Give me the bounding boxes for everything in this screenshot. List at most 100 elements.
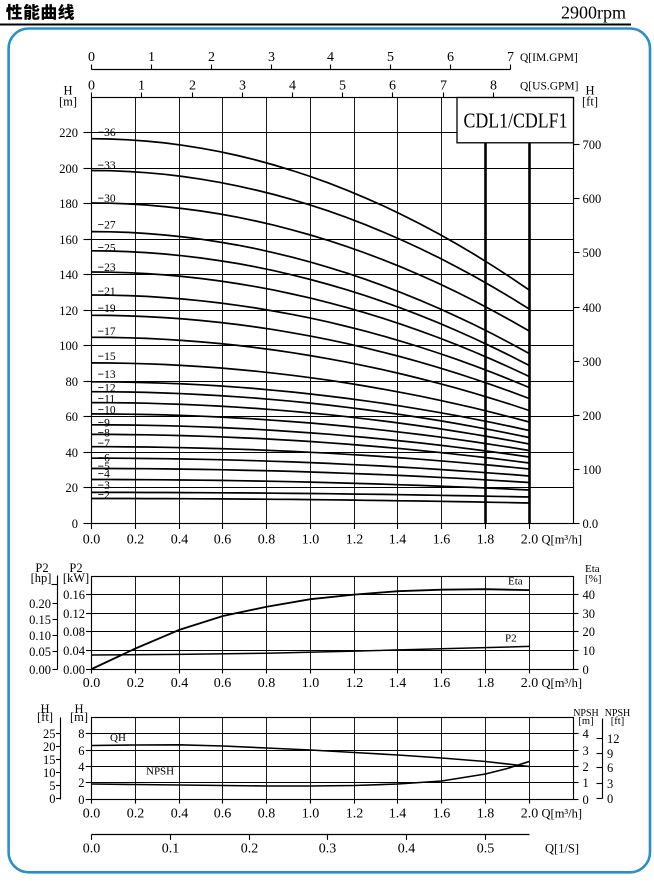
svg-text:5: 5 bbox=[339, 79, 346, 94]
svg-text:0.3: 0.3 bbox=[319, 842, 337, 857]
svg-text:0.1: 0.1 bbox=[162, 842, 180, 857]
svg-text:1.2: 1.2 bbox=[346, 807, 364, 822]
svg-text:100: 100 bbox=[59, 339, 78, 353]
svg-text:0.8: 0.8 bbox=[258, 807, 276, 822]
svg-text:120: 120 bbox=[59, 304, 78, 318]
svg-text:−5: −5 bbox=[98, 461, 111, 473]
svg-text:2: 2 bbox=[78, 776, 84, 790]
svg-text:160: 160 bbox=[59, 233, 78, 247]
svg-text:0.2: 0.2 bbox=[127, 807, 145, 822]
svg-text:NPSH: NPSH bbox=[605, 708, 631, 719]
svg-text:−36: −36 bbox=[98, 127, 116, 139]
svg-text:7: 7 bbox=[507, 50, 514, 65]
svg-text:P2: P2 bbox=[505, 633, 517, 645]
svg-text:2.0: 2.0 bbox=[521, 676, 539, 691]
svg-text:1.0: 1.0 bbox=[302, 807, 320, 822]
svg-text:0.15: 0.15 bbox=[29, 613, 51, 627]
svg-text:[ft]: [ft] bbox=[582, 95, 598, 109]
svg-text:6: 6 bbox=[447, 50, 454, 65]
svg-text:0.4: 0.4 bbox=[171, 676, 189, 691]
svg-text:10: 10 bbox=[43, 766, 56, 780]
svg-text:4: 4 bbox=[327, 50, 334, 65]
svg-text:0.16: 0.16 bbox=[63, 588, 85, 602]
svg-text:[kW]: [kW] bbox=[63, 571, 89, 585]
svg-text:0.10: 0.10 bbox=[29, 629, 51, 643]
svg-text:0.4: 0.4 bbox=[171, 533, 189, 548]
svg-text:2: 2 bbox=[208, 50, 215, 65]
svg-text:4: 4 bbox=[78, 760, 85, 774]
svg-text:700: 700 bbox=[583, 138, 602, 152]
svg-text:10: 10 bbox=[583, 644, 596, 658]
svg-text:4: 4 bbox=[289, 79, 296, 94]
svg-text:−21: −21 bbox=[98, 286, 116, 298]
svg-text:H: H bbox=[63, 84, 72, 98]
svg-text:1.4: 1.4 bbox=[389, 807, 407, 822]
svg-text:−30: −30 bbox=[98, 193, 116, 205]
svg-text:0.0: 0.0 bbox=[83, 533, 101, 548]
svg-text:200: 200 bbox=[583, 409, 602, 423]
svg-text:−33: −33 bbox=[98, 160, 116, 172]
svg-text:1.8: 1.8 bbox=[477, 807, 495, 822]
svg-text:1: 1 bbox=[148, 50, 155, 65]
svg-text:−6: −6 bbox=[98, 453, 111, 465]
svg-text:0.8: 0.8 bbox=[258, 533, 276, 548]
svg-text:P2: P2 bbox=[69, 561, 82, 575]
svg-text:1.0: 1.0 bbox=[302, 676, 320, 691]
svg-text:30: 30 bbox=[583, 607, 596, 621]
svg-text:1.2: 1.2 bbox=[346, 533, 364, 548]
svg-text:[ft]: [ft] bbox=[37, 710, 53, 724]
svg-text:0.00: 0.00 bbox=[63, 663, 85, 677]
svg-text:0.08: 0.08 bbox=[63, 625, 85, 639]
svg-text:0: 0 bbox=[88, 79, 95, 94]
svg-text:0: 0 bbox=[49, 792, 55, 806]
svg-text:6: 6 bbox=[607, 761, 613, 775]
svg-text:1.8: 1.8 bbox=[477, 533, 495, 548]
svg-text:1.4: 1.4 bbox=[389, 533, 407, 548]
svg-text:Eta: Eta bbox=[585, 563, 600, 575]
svg-text:1.6: 1.6 bbox=[433, 676, 451, 691]
svg-text:0.6: 0.6 bbox=[214, 807, 232, 822]
svg-text:Eta: Eta bbox=[508, 576, 523, 588]
svg-text:−4: −4 bbox=[98, 469, 111, 481]
svg-text:CDL1/CDLF1: CDL1/CDLF1 bbox=[464, 109, 568, 133]
svg-text:[%]: [%] bbox=[585, 573, 602, 585]
svg-text:0.5: 0.5 bbox=[477, 842, 495, 857]
svg-text:[m]: [m] bbox=[70, 710, 88, 724]
svg-text:12: 12 bbox=[607, 732, 620, 746]
svg-text:6: 6 bbox=[78, 744, 84, 758]
svg-text:−8: −8 bbox=[98, 428, 111, 440]
svg-text:1: 1 bbox=[138, 79, 145, 94]
svg-text:8: 8 bbox=[490, 79, 497, 94]
svg-text:0.0: 0.0 bbox=[583, 517, 599, 531]
svg-text:0: 0 bbox=[78, 793, 84, 807]
svg-text:1.6: 1.6 bbox=[433, 807, 451, 822]
svg-text:0.4: 0.4 bbox=[171, 807, 189, 822]
svg-text:180: 180 bbox=[59, 197, 78, 211]
svg-text:200: 200 bbox=[59, 162, 78, 176]
svg-text:−9: −9 bbox=[98, 418, 111, 430]
svg-text:0.12: 0.12 bbox=[63, 607, 85, 621]
svg-text:300: 300 bbox=[583, 355, 602, 369]
svg-text:Q[1/S]: Q[1/S] bbox=[545, 842, 579, 856]
svg-text:Q[m³/h]: Q[m³/h] bbox=[542, 533, 583, 547]
svg-text:3: 3 bbox=[239, 79, 246, 94]
svg-text:500: 500 bbox=[583, 246, 602, 260]
svg-text:Q[m³/h]: Q[m³/h] bbox=[542, 807, 583, 821]
svg-text:400: 400 bbox=[583, 301, 602, 315]
svg-text:220: 220 bbox=[59, 126, 78, 140]
svg-text:0.6: 0.6 bbox=[214, 676, 232, 691]
svg-text:100: 100 bbox=[583, 463, 602, 477]
svg-text:1.0: 1.0 bbox=[302, 533, 320, 548]
svg-text:−10: −10 bbox=[98, 405, 116, 417]
svg-text:[m]: [m] bbox=[578, 716, 593, 727]
svg-text:2900rpm: 2900rpm bbox=[561, 3, 626, 23]
svg-text:0.2: 0.2 bbox=[241, 842, 259, 857]
svg-text:[hp]: [hp] bbox=[31, 571, 52, 585]
svg-text:[m]: [m] bbox=[59, 95, 77, 109]
svg-text:1.2: 1.2 bbox=[346, 676, 364, 691]
svg-text:5: 5 bbox=[387, 50, 394, 65]
svg-text:H: H bbox=[40, 702, 49, 716]
svg-text:4: 4 bbox=[583, 727, 590, 741]
svg-text:25: 25 bbox=[43, 727, 56, 741]
svg-text:0: 0 bbox=[72, 517, 78, 531]
